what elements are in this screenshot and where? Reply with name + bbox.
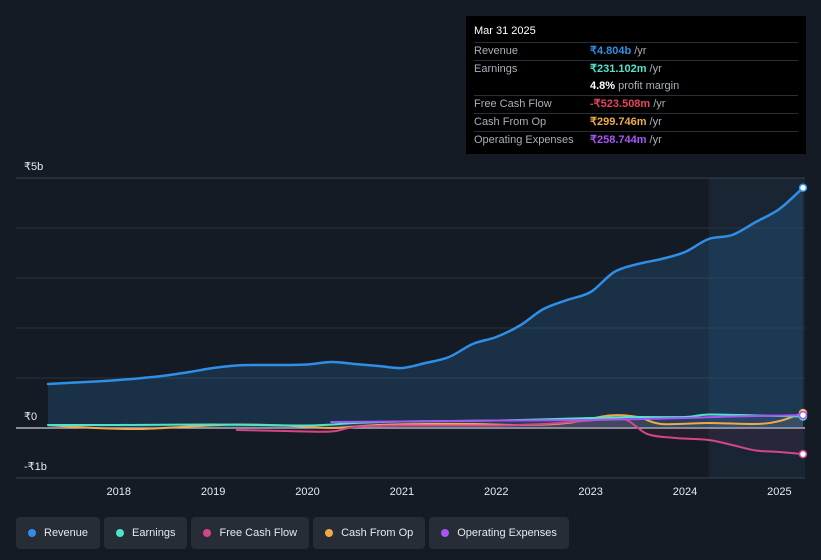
tooltip-row-value: ₹231.102m [590,63,647,75]
x-axis: 2018 2019 2020 2021 2022 2023 2024 2025 [107,486,792,498]
free-cash-flow-end-marker [798,449,808,459]
tooltip-row: Earnings ₹231.102m/yr [474,60,798,78]
x-tick-label: 2022 [484,486,508,498]
tooltip-row-label: Cash From Op [474,116,547,128]
legend-item-free-cash-flow[interactable]: Free Cash Flow [191,517,310,549]
legend-dot-icon [441,529,450,537]
tooltip-row-value: 4.8% [590,80,616,92]
tooltip-row-value: ₹258.744m [590,134,647,146]
legend-item-operating-expenses[interactable]: Operating Expenses [429,517,569,549]
legend-item-revenue[interactable]: Revenue [16,517,101,549]
tooltip-row-unit: /yr [634,45,647,57]
legend-label: Cash From Op [341,527,414,539]
tooltip-row: Cash From Op ₹299.746m/yr [474,113,798,131]
y-label-zero: ₹0 [24,411,38,423]
free-cash-flow-area [236,418,803,455]
tooltip-row-label: Operating Expenses [474,134,574,146]
operating-expenses-line [330,414,804,423]
legend-dot-icon [116,529,125,537]
legend-item-cash-from-op[interactable]: Cash From Op [313,517,426,549]
tooltip-row: 4.8% profit margin [474,78,798,95]
x-tick-label: 2023 [578,486,602,498]
data-tooltip: Mar 31 2025 Revenue ₹4.804b/yr Earnings ₹23… [466,16,806,154]
legend-item-earnings[interactable]: Earnings [104,517,188,549]
series-layer [46,183,808,459]
revenue-line [46,186,805,386]
revenue-area [48,187,803,428]
x-tick-label: 2025 [767,486,791,498]
tooltip-row-unit: profit margin [618,80,680,92]
legend-label: Revenue [44,527,89,539]
legend-dot-icon [203,529,212,537]
tooltip-row-unit: /yr [649,134,662,146]
x-tick-label: 2024 [673,486,697,498]
tooltip-row-unit: /yr [653,98,666,110]
tooltip-row: Free Cash Flow -₹523.508m/yr [474,95,798,113]
tooltip-date: Mar 31 2025 [474,25,536,37]
legend-dot-icon [28,529,36,537]
x-tick-label: 2021 [390,486,414,498]
tooltip-row-value: ₹4.804b [590,45,632,57]
legend-label: Operating Expenses [457,527,557,539]
y-label-top: ₹5b [24,161,44,173]
y-label-bottom: -₹1b [24,461,47,473]
x-tick-label: 2019 [201,486,225,498]
tooltip-row-label: Revenue [474,45,519,57]
tooltip-row: Revenue ₹4.804b/yr [474,42,798,60]
legend-label: Earnings [132,527,176,539]
grid-lines [16,177,805,479]
legend: Revenue Earnings Free Cash Flow Cash From O… [16,517,573,549]
tooltip-row-value: ₹299.746m [590,116,647,128]
tooltip-row-label: Earnings [474,63,518,75]
legend-dot-icon [325,529,334,537]
tooltip-row-label: Free Cash Flow [474,98,552,110]
tooltip-row: Operating Expenses ₹258.744m/yr [474,131,798,149]
cash-from-op-line [47,412,804,431]
x-tick-label: 2020 [295,486,319,498]
tooltip-row-value: -₹523.508m [590,98,651,110]
x-tick-label: 2018 [107,486,131,498]
tooltip-row-label [474,78,590,95]
legend-label: Free Cash Flow [219,527,298,539]
tooltip-row-unit: /yr [649,116,662,128]
revenue-end-marker [798,183,808,193]
tooltip-row-unit: /yr [649,63,662,75]
operating-expenses-end-marker [798,410,808,420]
